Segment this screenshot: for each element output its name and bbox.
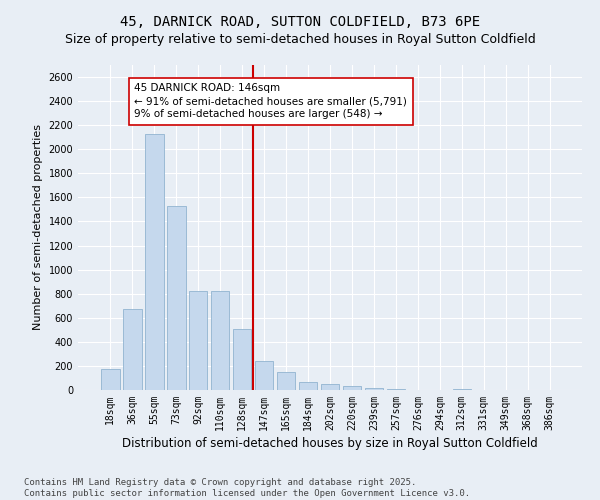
Bar — [101, 369, 119, 390]
Y-axis label: Number of semi-detached properties: Number of semi-detached properties — [33, 124, 43, 330]
Bar — [365, 388, 383, 390]
Bar — [320, 384, 340, 390]
Bar — [189, 292, 208, 390]
Bar — [167, 206, 185, 390]
Text: Size of property relative to semi-detached houses in Royal Sutton Coldfield: Size of property relative to semi-detach… — [65, 32, 535, 46]
X-axis label: Distribution of semi-detached houses by size in Royal Sutton Coldfield: Distribution of semi-detached houses by … — [122, 437, 538, 450]
Bar — [211, 292, 229, 390]
Text: 45 DARNICK ROAD: 146sqm
← 91% of semi-detached houses are smaller (5,791)
9% of : 45 DARNICK ROAD: 146sqm ← 91% of semi-de… — [134, 83, 407, 120]
Bar — [299, 382, 317, 390]
Bar — [255, 361, 274, 390]
Text: 45, DARNICK ROAD, SUTTON COLDFIELD, B73 6PE: 45, DARNICK ROAD, SUTTON COLDFIELD, B73 … — [120, 15, 480, 29]
Bar — [145, 134, 164, 390]
Bar — [343, 386, 361, 390]
Bar — [233, 328, 251, 390]
Bar — [123, 310, 142, 390]
Bar — [277, 372, 295, 390]
Text: Contains HM Land Registry data © Crown copyright and database right 2025.
Contai: Contains HM Land Registry data © Crown c… — [24, 478, 470, 498]
